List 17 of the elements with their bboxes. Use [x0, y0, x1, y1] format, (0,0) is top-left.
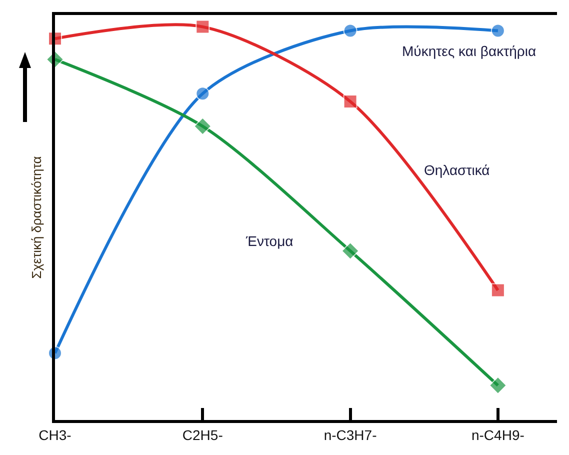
x-tick-label: C2H5- — [182, 426, 224, 443]
point — [343, 24, 358, 38]
point — [488, 376, 507, 394]
point — [343, 94, 358, 108]
x-tick-label: n-C3H7- — [324, 426, 378, 443]
point — [196, 20, 210, 34]
x-tick-label: n-C4H9- — [471, 426, 525, 443]
y-axis-title: Σχετική δραστικότητα — [28, 156, 44, 279]
point — [490, 24, 505, 38]
point — [490, 283, 505, 298]
series-label: Θηλαστικά — [424, 162, 490, 178]
point — [194, 117, 212, 136]
series-label: Έντομα — [245, 233, 294, 249]
series-label: Μύκητες και βακτήρια — [402, 43, 536, 59]
x-tick-label: CH3- — [38, 426, 72, 443]
point — [341, 242, 360, 260]
point — [196, 86, 210, 101]
